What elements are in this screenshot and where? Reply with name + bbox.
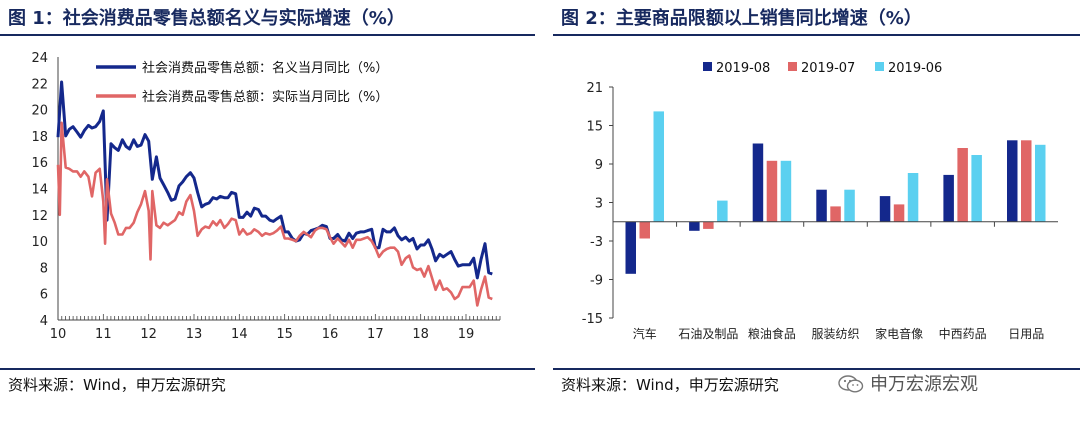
legend-label-2: 社会消费品零售总额：实际当月同比（%） — [142, 89, 388, 105]
legend-swatch-2019-06 — [875, 62, 884, 71]
y-tick-label: 21 — [586, 81, 603, 96]
bar-2019-06-3 — [844, 189, 855, 222]
left-title-rule — [0, 34, 535, 36]
bar-2019-06-4 — [907, 173, 919, 222]
x-tick-label: 15 — [276, 327, 293, 342]
y-tick-label: 15 — [586, 120, 603, 135]
y-tick-label: 8 — [40, 261, 48, 276]
left-source-rule — [0, 368, 535, 370]
x-tick-label: 17 — [367, 327, 384, 342]
x-tick-label: 11 — [95, 327, 112, 342]
y-tick-label: 12 — [31, 209, 48, 224]
bar-2019-07-6 — [1021, 140, 1032, 222]
category-label: 日用品 — [1008, 327, 1044, 341]
legend-label-2019-06: 2019-06 — [888, 61, 942, 76]
y-tick-label: -15 — [582, 312, 603, 327]
bar-2019-08-2 — [752, 143, 764, 222]
bar-2019-07-4 — [893, 204, 905, 222]
bar-2019-08-5 — [943, 174, 954, 222]
wechat-icon — [838, 375, 864, 393]
right-chart-title: 图 2：主要商品限额以上销售同比增速（%） — [561, 8, 922, 29]
left-chart-title: 图 1：社会消费品零售总额名义与实际增速（%） — [8, 8, 405, 29]
x-tick-label: 14 — [231, 327, 248, 342]
bar-2019-06-0 — [653, 111, 664, 222]
x-tick-label: 18 — [412, 327, 429, 342]
series-line-1 — [56, 80, 493, 280]
line-chart: 4 6 8 10 12 14 16 18 20 22 24 10 11 12 13 14 15 16 17 18 19 社… — [31, 51, 501, 342]
y-tick-label: 18 — [31, 130, 48, 145]
bar-2019-08-1 — [689, 221, 700, 231]
bar-2019-06-1 — [717, 200, 728, 222]
y-tick-label: 24 — [31, 51, 48, 66]
y-tick-label: 6 — [40, 288, 48, 303]
category-label: 服装纺织 — [811, 327, 859, 341]
bar-2019-07-3 — [830, 206, 841, 222]
category-label: 汽车 — [633, 326, 657, 341]
bar-2019-08-6 — [1007, 140, 1018, 222]
bar-2019-07-5 — [957, 148, 968, 222]
category-label: 粮油食品 — [748, 326, 796, 341]
right-source-rule — [553, 368, 1080, 370]
y-tick-label: 22 — [31, 77, 48, 92]
right-title-rule — [553, 34, 1080, 36]
legend-label-2019-08: 2019-08 — [716, 61, 770, 76]
bar-2019-06-2 — [780, 160, 792, 222]
category-label: 中西药品 — [939, 326, 987, 341]
y-tick-label: 4 — [40, 314, 48, 329]
x-tick-label: 19 — [458, 327, 475, 342]
y-tick-label: 3 — [595, 197, 603, 212]
category-label: 石油及制品 — [678, 327, 738, 341]
y-tick-label: -9 — [590, 274, 603, 289]
category-label: 家电音像 — [875, 326, 923, 341]
y-tick-label: 9 — [595, 158, 603, 173]
x-tick-label: 13 — [186, 327, 203, 342]
y-tick-label: 16 — [31, 156, 48, 171]
bar-2019-08-3 — [816, 189, 827, 222]
bar-2019-07-0 — [639, 221, 650, 239]
watermark: 申万宏源宏观 — [838, 370, 978, 396]
watermark-text: 申万宏源宏观 — [870, 374, 978, 395]
bar-2019-06-5 — [971, 155, 982, 222]
bar-chart: 21 15 9 3 -3 -9 -15 汽车 石油及制品 粮油食品 服装纺织 家电音像 中西药品 日用品 2… — [582, 61, 1058, 341]
legend-label-2019-07: 2019-07 — [801, 61, 855, 76]
right-chart-panel: 图 2：主要商品限额以上销售同比增速（%） 21 15 9 3 -3 -9 -15 汽车 石油及… — [553, 0, 1080, 431]
series-line-2 — [56, 121, 493, 307]
y-tick-label: 10 — [31, 235, 48, 250]
left-chart-panel: 图 1：社会消费品零售总额名义与实际增速（%） 4 6 8 10 12 14 16 18 20 2… — [0, 0, 535, 431]
y-tick-label: 14 — [31, 183, 48, 198]
x-tick-label: 16 — [322, 327, 339, 342]
bar-2019-07-1 — [703, 221, 714, 229]
x-tick-label: 10 — [50, 327, 67, 342]
left-source-note: 资料来源：Wind，申万宏源研究 — [8, 376, 226, 394]
bar-2019-07-2 — [766, 160, 778, 222]
legend-swatch-2019-08 — [703, 62, 712, 71]
right-source-note: 资料来源：Wind，申万宏源研究 — [561, 376, 779, 394]
legend-swatch-2019-07 — [788, 62, 797, 71]
bar-2019-06-6 — [1035, 144, 1046, 222]
x-tick-label: 12 — [140, 327, 157, 342]
legend-label-1: 社会消费品零售总额：名义当月同比（%） — [142, 60, 388, 76]
y-tick-label: 20 — [31, 104, 48, 119]
bar-2019-08-4 — [879, 196, 891, 222]
y-tick-label: -3 — [590, 235, 603, 250]
bar-2019-08-0 — [625, 221, 636, 274]
